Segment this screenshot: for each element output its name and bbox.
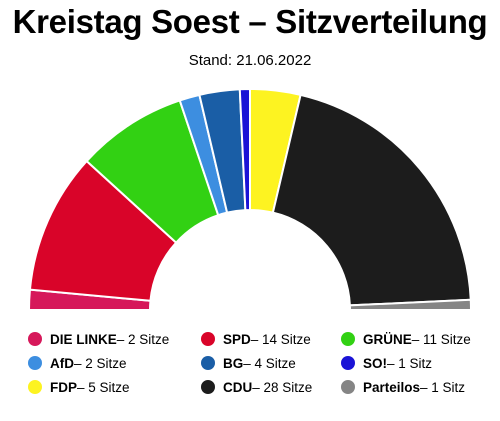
- legend-item-afd: AfD – 2 Sitze: [28, 353, 127, 373]
- legend-party-name: GRÜNE: [363, 331, 412, 347]
- legend-party-name: BG: [223, 355, 244, 371]
- legend-seat-count: – 5 Sitze: [77, 379, 130, 395]
- legend-party-name: CDU: [223, 379, 253, 395]
- legend-item-grüne: GRÜNE – 11 Sitze: [341, 329, 471, 349]
- legend-swatch: [28, 356, 42, 370]
- seat-arc-cdu: [271, 93, 472, 307]
- legend-seat-count: – 2 Sitze: [74, 355, 127, 371]
- legend-swatch: [28, 380, 42, 394]
- legend-swatch: [341, 356, 355, 370]
- legend-seat-count: – 2 Sitze: [116, 331, 170, 347]
- seat-arcs: [27, 87, 473, 311]
- legend-swatch: [201, 332, 215, 346]
- legend-party-name: DIE LINKE: [50, 331, 117, 347]
- legend-seat-count: – 4 Sitze: [243, 355, 296, 371]
- seat-arc-parteilos: [348, 298, 473, 311]
- legend-party-name: FDP: [50, 379, 77, 395]
- legend-item-fdp: FDP – 5 Sitze: [28, 377, 130, 397]
- chart-title: Kreistag Soest – Sitzverteilung: [12, 3, 488, 40]
- legend-item-cdu: CDU – 28 Sitze: [201, 377, 312, 397]
- legend-item-bg: BG – 4 Sitze: [201, 353, 296, 373]
- legend-swatch: [341, 380, 355, 394]
- legend-swatch: [201, 380, 215, 394]
- legend-item-parteilos: Parteilos – 1 Sitz: [341, 377, 465, 397]
- legend-item-so: SO! – 1 Sitz: [341, 353, 432, 373]
- legend-swatch: [341, 332, 355, 346]
- legend-party-name: AfD: [50, 355, 74, 371]
- legend-swatch: [28, 332, 42, 346]
- legend-seat-count: – 1 Sitz: [420, 379, 466, 395]
- legend-party-name: Parteilos: [363, 379, 421, 395]
- legend-party-name: SPD: [223, 331, 251, 347]
- seat-distribution-chart: [27, 87, 473, 311]
- chart-subtitle: Stand: 21.06.2022: [188, 52, 312, 69]
- legend-item-die-linke: DIE LINKE – 2 Sitze: [28, 329, 169, 349]
- legend-seat-count: – 28 Sitze: [252, 379, 313, 395]
- legend-seat-count: – 14 Sitze: [250, 331, 311, 347]
- legend-party-name: SO!: [363, 355, 388, 371]
- legend-swatch: [201, 356, 215, 370]
- legend-item-spd: SPD – 14 Sitze: [201, 329, 311, 349]
- legend-seat-count: – 1 Sitz: [387, 355, 433, 371]
- legend-seat-count: – 11 Sitze: [411, 331, 471, 347]
